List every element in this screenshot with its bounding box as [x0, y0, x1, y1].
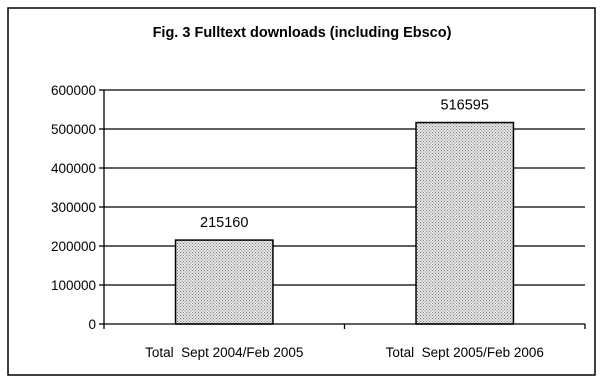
y-tick-label: 400000: [51, 161, 96, 176]
bar: [415, 121, 515, 325]
data-label: 516595: [441, 98, 489, 114]
y-tick-label: 300000: [51, 200, 96, 215]
x-category-label: Total Sept 2005/Feb 2006: [386, 345, 544, 360]
y-tick-label: 0: [88, 317, 96, 332]
bar: [174, 239, 274, 325]
y-tick-label: 100000: [51, 278, 96, 293]
chart-title: Fig. 3 Fulltext downloads (including Ebs…: [153, 25, 452, 41]
data-label: 215160: [200, 215, 248, 231]
y-tick-label: 600000: [51, 83, 96, 98]
y-tick-label: 200000: [51, 239, 96, 254]
y-tick-label: 500000: [51, 122, 96, 137]
x-category-label: Total Sept 2004/Feb 2005: [145, 345, 303, 360]
